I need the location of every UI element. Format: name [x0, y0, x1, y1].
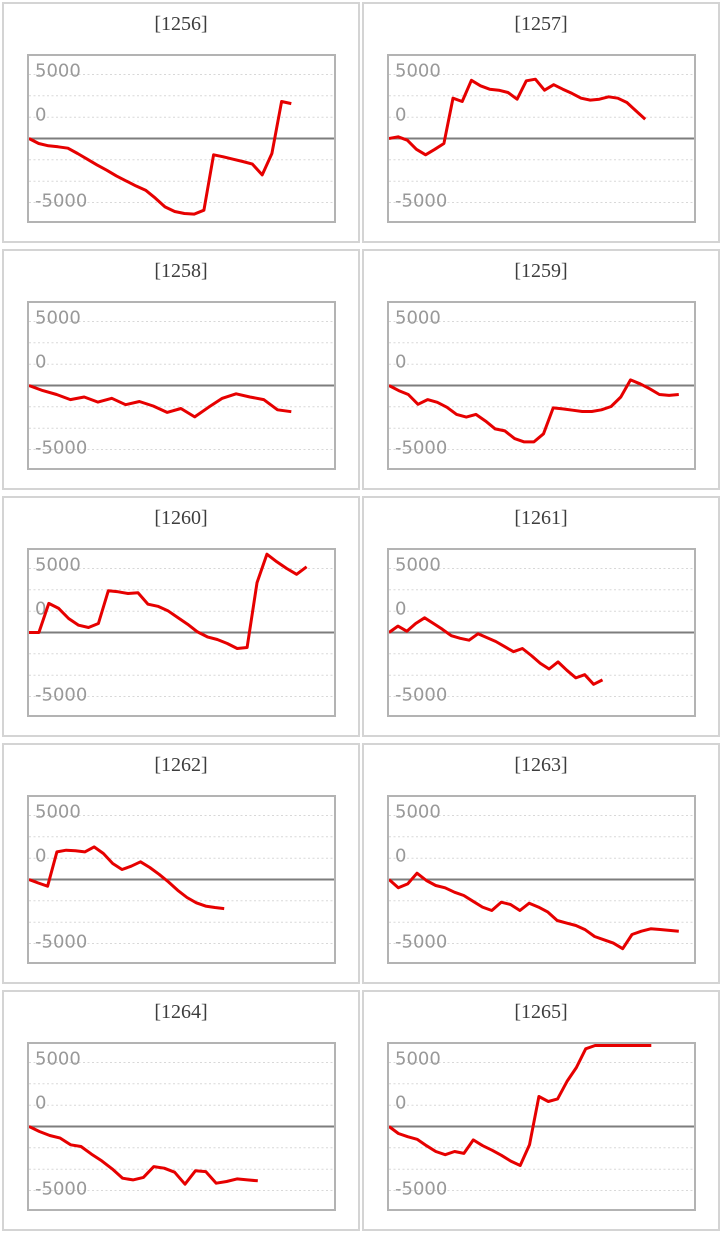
y-axis-label--5000: -5000	[35, 1179, 87, 1200]
slump-graph-1265: 5000 0 -5000	[389, 1044, 694, 1200]
y-axis-label-0: 0	[395, 846, 406, 867]
slump-graph-1257: 5000 0 -5000	[389, 61, 694, 212]
series-line	[29, 552, 308, 650]
chart-card-1263: [1263] 5000 0 -5000	[362, 743, 720, 984]
chart-card-1257: [1257] 5000 0 -5000	[362, 2, 720, 243]
chart-title: [1262]	[154, 754, 208, 776]
y-axis-label-5000: 5000	[35, 555, 81, 576]
y-axis-label-0: 0	[35, 352, 46, 373]
y-axis-label-0: 0	[35, 1093, 46, 1114]
chart-title: [1259]	[514, 260, 568, 282]
plot-area: 5000 0 -5000	[27, 1042, 336, 1211]
chart-title: [1257]	[514, 13, 568, 35]
plot-area: 5000 0 -5000	[387, 1042, 696, 1211]
slump-graph-1262: 5000 0 -5000	[29, 802, 334, 953]
chart-card-1265: [1265] 5000 0 -5000	[362, 990, 720, 1231]
y-axis-label-5000: 5000	[395, 802, 441, 823]
y-axis-label-0: 0	[395, 1093, 406, 1114]
y-axis-label-0: 0	[395, 105, 406, 126]
y-axis-label--5000: -5000	[35, 191, 87, 212]
series-line	[389, 1044, 652, 1167]
chart-title: [1264]	[154, 1001, 208, 1023]
slump-graph-1259: 5000 0 -5000	[389, 308, 694, 459]
chart-card-1256: [1256] 5000 0 -5000	[2, 2, 360, 243]
chart-card-1262: [1262] 5000 0 -5000	[2, 743, 360, 984]
series-line	[389, 77, 647, 157]
y-axis-label--5000: -5000	[395, 932, 447, 953]
series-line	[29, 845, 225, 911]
y-axis-label-5000: 5000	[395, 308, 441, 329]
plot-area: 5000 0 -5000	[387, 795, 696, 964]
plot-area: 5000 0 -5000	[387, 548, 696, 717]
slump-graph-1256: 5000 0 -5000	[29, 61, 334, 216]
series-line	[389, 871, 679, 951]
chart-title: [1261]	[514, 507, 568, 529]
chart-card-1261: [1261] 5000 0 -5000	[362, 496, 720, 737]
y-axis-label--5000: -5000	[35, 932, 87, 953]
y-axis-label-5000: 5000	[395, 61, 441, 82]
y-axis-label--5000: -5000	[35, 438, 87, 459]
plot-area: 5000 0 -5000	[387, 54, 696, 223]
y-axis-label-0: 0	[35, 599, 46, 620]
y-axis-label-5000: 5000	[35, 61, 81, 82]
series-line	[29, 384, 292, 419]
y-axis-label-0: 0	[35, 846, 46, 867]
series-line	[389, 378, 679, 444]
series-line	[389, 616, 604, 686]
slump-graph-1260: 5000 0 -5000	[29, 552, 334, 706]
y-axis-label-0: 0	[35, 105, 46, 126]
slump-graph-1261: 5000 0 -5000	[389, 555, 694, 706]
slump-graph-1258: 5000 0 -5000	[29, 308, 334, 459]
plot-area: 5000 0 -5000	[27, 548, 336, 717]
y-axis-label--5000: -5000	[395, 438, 447, 459]
y-axis-label--5000: -5000	[395, 191, 447, 212]
series-line	[29, 1125, 258, 1186]
y-axis-label-5000: 5000	[35, 1049, 81, 1070]
chart-title: [1263]	[514, 754, 568, 776]
chart-card-1259: [1259] 5000 0 -5000	[362, 249, 720, 490]
plot-area: 5000 0 -5000	[27, 54, 336, 223]
y-axis-label-5000: 5000	[35, 802, 81, 823]
chart-title: [1260]	[154, 507, 208, 529]
chart-title: [1256]	[154, 13, 208, 35]
chart-card-1264: [1264] 5000 0 -5000	[2, 990, 360, 1231]
y-axis-label-5000: 5000	[35, 308, 81, 329]
y-axis-label-5000: 5000	[395, 1049, 441, 1070]
plot-area: 5000 0 -5000	[27, 301, 336, 470]
slump-graph-1264: 5000 0 -5000	[29, 1049, 334, 1200]
y-axis-label-5000: 5000	[395, 555, 441, 576]
plot-area: 5000 0 -5000	[27, 795, 336, 964]
y-axis-label-0: 0	[395, 352, 406, 373]
chart-title: [1265]	[514, 1001, 568, 1023]
chart-card-1260: [1260] 5000 0 -5000	[2, 496, 360, 737]
y-axis-label--5000: -5000	[35, 685, 87, 706]
slump-graph-1263: 5000 0 -5000	[389, 802, 694, 953]
chart-title: [1258]	[154, 260, 208, 282]
series-line	[29, 100, 292, 216]
y-axis-label--5000: -5000	[395, 685, 447, 706]
y-axis-label--5000: -5000	[395, 1179, 447, 1200]
chart-card-1258: [1258] 5000 0 -5000	[2, 249, 360, 490]
plot-area: 5000 0 -5000	[387, 301, 696, 470]
y-axis-label-0: 0	[395, 599, 406, 620]
